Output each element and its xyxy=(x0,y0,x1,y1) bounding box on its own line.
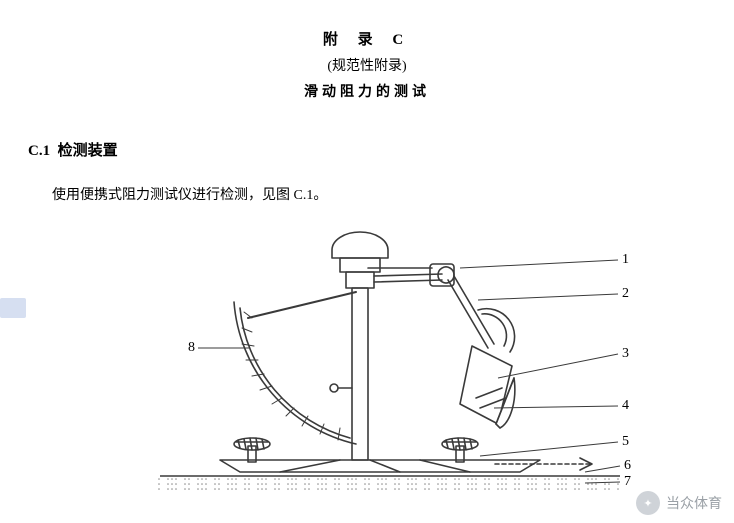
appendix-header: 附 录 C (规范性附录) 滑动阻力的测试 xyxy=(0,0,734,101)
appendix-title: 滑动阻力的测试 xyxy=(0,81,734,101)
section-body: 使用便携式阻力测试仪进行检测，见图 C.1。 xyxy=(52,184,734,204)
apparatus-diagram xyxy=(160,228,620,488)
callout-7: 7 xyxy=(624,474,631,490)
callout-5: 5 xyxy=(622,434,629,450)
apparatus-figure xyxy=(160,228,620,488)
watermark-brand-text: 当众体育 xyxy=(666,493,722,513)
watermark-brand: ✦ 当众体育 xyxy=(636,491,722,515)
watermark-left-badge xyxy=(0,298,26,318)
callout-1: 1 xyxy=(622,252,629,268)
appendix-letter: 附 录 C xyxy=(0,28,734,49)
appendix-normative: (规范性附录) xyxy=(0,55,734,75)
callout-8: 8 xyxy=(188,340,195,356)
callout-6: 6 xyxy=(624,458,631,474)
section-heading: C.1 检测装置 xyxy=(28,139,734,160)
watermark-logo-icon: ✦ xyxy=(636,491,660,515)
callout-2: 2 xyxy=(622,286,629,302)
callout-4: 4 xyxy=(622,398,629,414)
callout-3: 3 xyxy=(622,346,629,362)
section-title: 检测装置 xyxy=(58,143,118,159)
section-number: C.1 xyxy=(28,143,50,159)
